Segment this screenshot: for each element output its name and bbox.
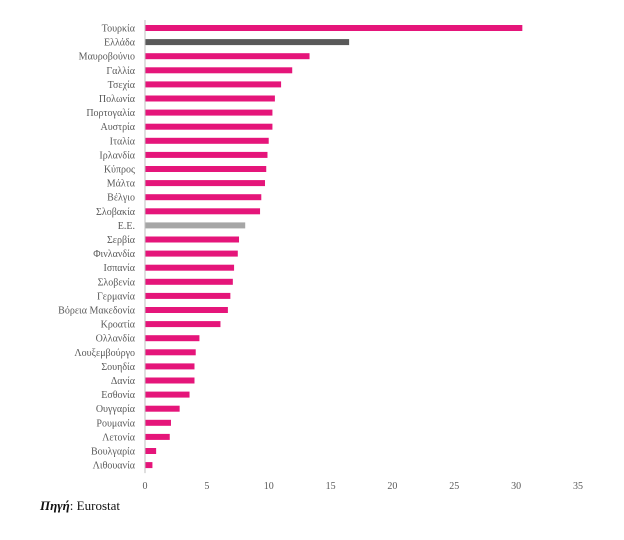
bar xyxy=(145,53,310,60)
x-tick-label: 5 xyxy=(204,481,209,492)
bar xyxy=(145,250,238,257)
category-label: Κύπρος xyxy=(104,165,135,176)
category-label: Ρουμανία xyxy=(96,418,135,429)
category-label: Αυστρία xyxy=(100,122,135,133)
category-label: Σουηδία xyxy=(101,362,135,373)
category-label: Πορτογαλία xyxy=(86,108,135,119)
bar xyxy=(145,236,240,243)
bar xyxy=(145,222,246,229)
category-label: Λιθουανία xyxy=(93,461,136,472)
category-label: Μαυροβούνιο xyxy=(79,52,135,63)
bar xyxy=(145,264,235,271)
category-label: Σλοβενία xyxy=(98,277,136,288)
category-label: Τουρκία xyxy=(102,24,136,35)
x-tick-label: 30 xyxy=(511,481,521,492)
category-label: Γερμανία xyxy=(97,291,136,302)
x-tick-label: 10 xyxy=(264,481,274,492)
bar xyxy=(145,81,282,88)
category-label: Μάλτα xyxy=(107,179,136,190)
bar xyxy=(145,292,231,299)
category-label: Ουγγαρία xyxy=(96,404,136,415)
bar xyxy=(145,391,190,398)
bar xyxy=(145,377,195,384)
bar xyxy=(145,39,350,46)
category-label: Εσθονία xyxy=(101,390,136,401)
bar xyxy=(145,433,170,440)
category-label: Βουλγαρία xyxy=(91,447,136,458)
category-label: Ελλάδα xyxy=(104,38,136,49)
x-tick-label: 20 xyxy=(387,481,397,492)
category-label: Σλοβακία xyxy=(96,207,136,218)
category-label: Γαλλία xyxy=(106,66,135,77)
bar xyxy=(145,151,268,158)
bar xyxy=(145,363,195,370)
bar xyxy=(145,194,262,201)
category-label: Ε.Ε. xyxy=(118,221,135,232)
bar xyxy=(145,95,275,102)
category-label: Σερβία xyxy=(107,235,136,246)
category-label: Λουξεμβούργο xyxy=(74,348,135,359)
bar xyxy=(145,448,157,454)
category-label: Δανία xyxy=(111,376,136,387)
bar xyxy=(145,349,196,356)
x-tick-label: 0 xyxy=(143,481,148,492)
category-label: Ισπανία xyxy=(104,263,136,274)
bar xyxy=(145,123,273,130)
bars-group xyxy=(145,25,523,469)
bar xyxy=(145,462,153,469)
bar xyxy=(145,137,269,144)
source-key: Πηγή xyxy=(40,498,70,513)
x-axis-ticks: 0 5 10 15 20 25 30 35 xyxy=(143,481,584,492)
source-value: Eurostat xyxy=(76,498,120,513)
category-label: Ιταλία xyxy=(110,136,136,147)
category-label: Κροατία xyxy=(101,320,136,331)
bar xyxy=(145,321,221,328)
category-label: Ολλανδία xyxy=(96,334,136,345)
bar-chart: Τουρκία Ελλάδα Μαυροβούνιο Γαλλία Τσεχία Πολω… xyxy=(58,20,584,492)
bar xyxy=(145,25,523,31)
bar xyxy=(145,67,293,74)
bar xyxy=(145,278,233,285)
category-label: Ιρλανδία xyxy=(99,150,135,161)
category-label: Βέλγιο xyxy=(107,193,135,204)
x-tick-label: 25 xyxy=(449,481,459,492)
x-tick-label: 35 xyxy=(573,481,583,492)
category-label: Πολωνία xyxy=(99,94,136,105)
bar xyxy=(145,307,228,313)
category-label: Τσεχία xyxy=(108,80,136,91)
category-label: Λετονία xyxy=(102,432,136,443)
bar xyxy=(145,405,180,412)
bar xyxy=(145,180,266,187)
bar xyxy=(145,419,171,426)
bar xyxy=(145,109,273,116)
category-labels: Τουρκία Ελλάδα Μαυροβούνιο Γαλλία Τσεχία Πολω… xyxy=(58,24,136,472)
bar xyxy=(145,335,200,342)
bar xyxy=(145,208,261,215)
category-label: Βόρεια Μακεδονία xyxy=(58,306,136,317)
source-colon: : xyxy=(69,498,77,513)
bar xyxy=(145,166,267,172)
x-tick-label: 15 xyxy=(326,481,336,492)
category-label: Φινλανδία xyxy=(93,249,136,260)
source-note: Πηγή: Eurostat xyxy=(40,498,120,514)
